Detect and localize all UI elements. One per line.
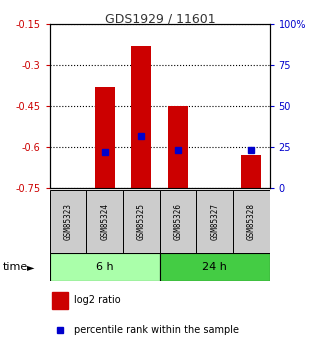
Text: GSM85323: GSM85323 [64,203,73,240]
Text: GSM85324: GSM85324 [100,203,109,240]
Text: ►: ► [27,262,34,272]
Text: GSM85325: GSM85325 [137,203,146,240]
Bar [50,190,86,254]
Bar [241,155,261,188]
Bar [131,46,152,188]
Text: GSM85326: GSM85326 [174,203,183,240]
Bar [86,190,123,254]
Bar [233,190,270,254]
Text: GDS1929 / 11601: GDS1929 / 11601 [105,12,216,25]
Text: 24 h: 24 h [202,262,227,272]
Bar [168,106,188,188]
Text: percentile rank within the sample: percentile rank within the sample [74,325,239,335]
Bar [123,190,160,254]
Text: GSM85327: GSM85327 [210,203,219,240]
Text: 6 h: 6 h [96,262,114,272]
Bar [50,253,160,281]
Text: GSM85328: GSM85328 [247,203,256,240]
Bar [160,190,196,254]
Bar [52,292,68,309]
Bar [160,253,270,281]
Text: log2 ratio: log2 ratio [74,295,121,305]
Text: time: time [3,262,29,272]
Bar [196,190,233,254]
Bar [95,87,115,188]
